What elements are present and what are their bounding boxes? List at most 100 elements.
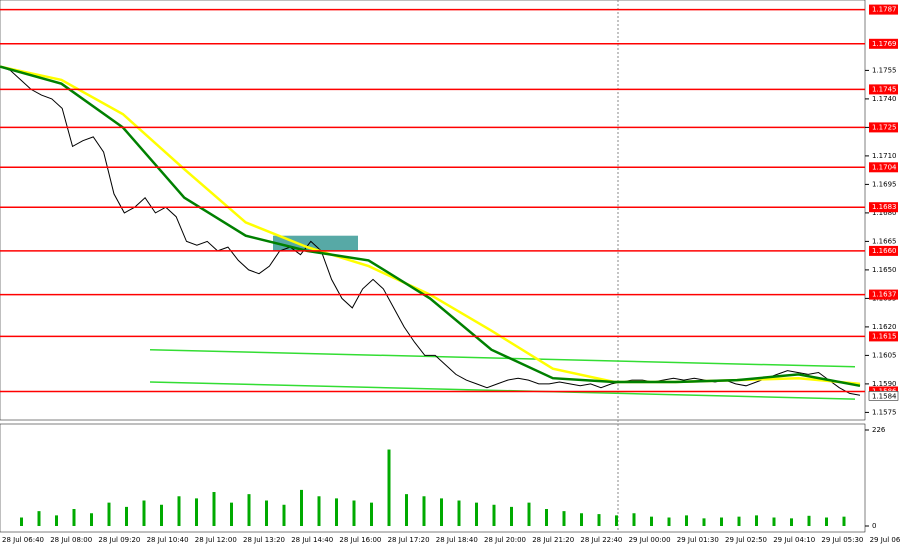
trend-line <box>149 348 856 368</box>
x-tick-label: 28 Jul 06:40 <box>2 536 44 544</box>
y-tick-label: 1.1650 <box>872 266 897 274</box>
volume-bar <box>422 496 426 526</box>
volume-bar <box>772 517 776 526</box>
y-tick-label: 1.1575 <box>872 408 897 416</box>
y-tick-label: 1.1695 <box>872 180 897 188</box>
y-tick-label: 1.1680 <box>872 209 897 217</box>
volume-bar <box>125 506 128 526</box>
y-tick-label: 1.1590 <box>872 380 897 388</box>
x-tick-label: 28 Jul 18:40 <box>436 536 478 544</box>
level-label: 1.1615 <box>872 332 897 340</box>
volume-bar <box>527 502 531 526</box>
volume-bar <box>160 504 163 526</box>
y-tick-label: 1.1710 <box>872 152 897 160</box>
volume-bar <box>807 515 811 526</box>
volume-bar <box>300 489 303 526</box>
volume-bar <box>790 518 793 526</box>
x-tick-label: 28 Jul 08:00 <box>50 536 92 544</box>
volume-bar <box>842 516 846 526</box>
level-tag <box>869 289 898 300</box>
y-tick-label: 1.1755 <box>872 66 897 74</box>
level-label: 1.1745 <box>872 85 897 93</box>
volume-bar <box>650 516 653 526</box>
x-tick-label: 28 Jul 14:40 <box>291 536 333 544</box>
x-tick-label: 29 Jul 06:50 <box>870 536 900 544</box>
x-tick-label: 28 Jul 16:00 <box>339 536 381 544</box>
volume-bar <box>580 513 583 526</box>
volume-tick-label: 226 <box>872 426 886 434</box>
volume-bar <box>457 500 461 526</box>
volume-bar <box>265 500 268 526</box>
volume-bar <box>475 502 478 526</box>
x-tick-label: 29 Jul 00:00 <box>629 536 671 544</box>
volume-bar <box>107 502 111 526</box>
volume-bar <box>702 518 706 526</box>
volume-bar <box>72 509 76 526</box>
volume-bar <box>667 517 671 526</box>
volume-bar <box>615 515 618 526</box>
volume-bar <box>317 496 321 526</box>
x-tick-label: 29 Jul 02:50 <box>725 536 767 544</box>
x-tick-label: 28 Jul 22:40 <box>580 536 622 544</box>
volume-bar <box>737 516 741 526</box>
y-tick-label: 1.1740 <box>872 95 897 103</box>
level-tag <box>869 122 898 133</box>
x-tick-label: 28 Jul 09:20 <box>98 536 140 544</box>
volume-bar <box>247 494 251 526</box>
volume-bar <box>562 511 566 526</box>
volume-bar <box>387 449 391 526</box>
level-tag <box>869 38 898 49</box>
level-tag <box>869 245 898 256</box>
x-tick-label: 28 Jul 13:20 <box>243 536 285 544</box>
x-tick-label: 29 Jul 04:10 <box>773 536 815 544</box>
last-price-label: 1.1584 <box>872 392 897 400</box>
volume-bar <box>142 500 146 526</box>
level-label: 1.1787 <box>872 6 897 14</box>
x-tick-label: 28 Jul 10:40 <box>147 536 189 544</box>
y-tick-label: 1.1620 <box>872 323 897 331</box>
level-label: 1.1660 <box>872 247 897 255</box>
level-label: 1.1683 <box>872 203 897 211</box>
level-tag <box>869 4 898 15</box>
x-tick-label: 29 Jul 05:30 <box>821 536 863 544</box>
volume-bar <box>55 515 58 526</box>
volume-bar <box>177 496 181 526</box>
y-tick-label: 1.1665 <box>872 237 897 245</box>
volume-bar <box>352 500 356 526</box>
level-tag <box>869 84 898 95</box>
volume-bar <box>685 515 688 526</box>
volume-bar <box>440 498 443 526</box>
y-tick-label: 1.1605 <box>872 351 897 359</box>
level-label: 1.1769 <box>872 40 897 48</box>
volume-bar <box>755 515 758 526</box>
volume-bar <box>632 513 636 526</box>
x-tick-label: 28 Jul 12:00 <box>195 536 237 544</box>
volume-bar <box>230 502 233 526</box>
volume-tick-label: 0 <box>872 522 876 530</box>
volume-bar <box>510 506 513 526</box>
volume-bar <box>195 498 198 526</box>
last-price-tag <box>868 391 899 401</box>
x-tick-label: 28 Jul 21:20 <box>532 536 574 544</box>
volume-bar <box>370 502 373 526</box>
level-tag <box>869 202 898 213</box>
volume-bar <box>405 494 408 526</box>
volume-bar <box>597 514 601 526</box>
volume-bar <box>212 492 216 526</box>
level-label: 1.1725 <box>872 123 897 131</box>
volume-bar <box>90 513 93 526</box>
volume-bar <box>20 517 23 526</box>
level-label: 1.1637 <box>872 291 897 299</box>
x-tick-label: 29 Jul 01:30 <box>677 536 719 544</box>
volume-bar <box>545 509 548 526</box>
volume-bar <box>37 511 41 526</box>
volume-bar <box>335 498 338 526</box>
volume-bar <box>282 504 286 526</box>
volume-pane <box>0 423 866 533</box>
volume-bar <box>825 517 828 526</box>
trend-line <box>149 381 856 400</box>
moving-average <box>0 65 861 388</box>
x-tick-label: 28 Jul 20:00 <box>484 536 526 544</box>
level-tag <box>869 162 898 173</box>
